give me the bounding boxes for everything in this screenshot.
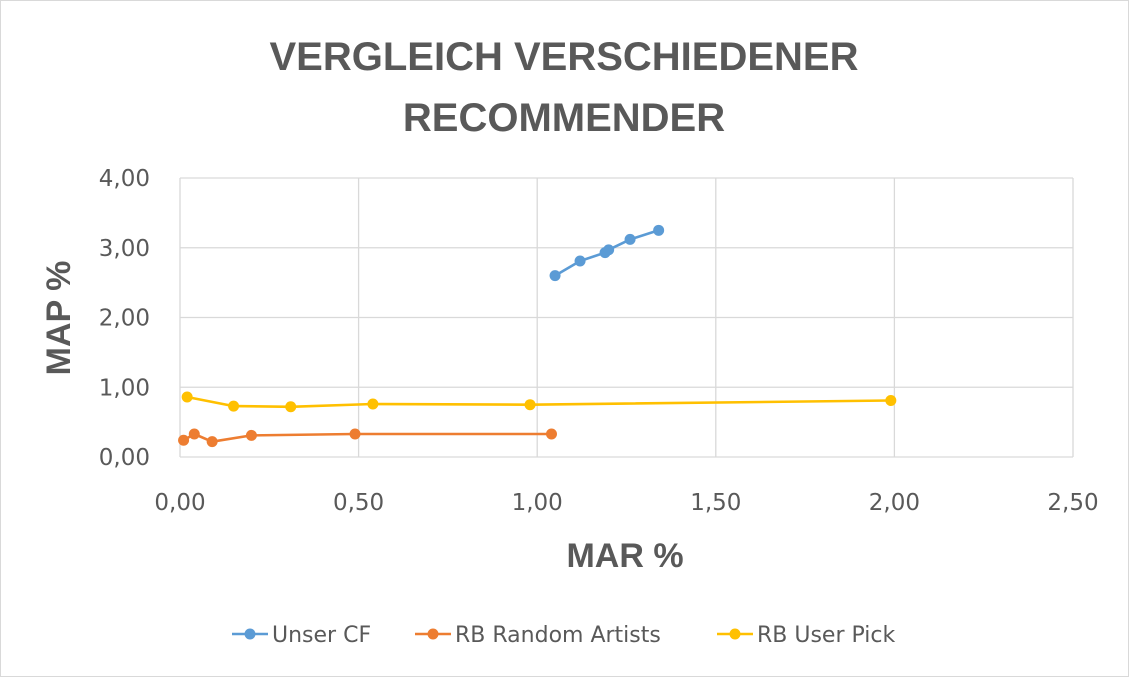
data-point (603, 244, 615, 256)
data-point (228, 400, 240, 412)
data-point (524, 399, 536, 411)
x-tick-label: 0,50 (333, 490, 384, 516)
data-point (285, 401, 297, 413)
data-point (181, 391, 193, 403)
legend-label: Unser CF (272, 623, 371, 648)
x-tick-label: 2,00 (869, 490, 920, 516)
y-tick-label: 4,00 (99, 166, 150, 192)
legend: Unser CF RB Random Artists RB User Pick (232, 623, 896, 648)
data-point (188, 428, 200, 440)
x-tick-label: 1,00 (512, 490, 563, 516)
y-tick-label: 0,00 (99, 445, 150, 471)
legend-marker (244, 628, 256, 640)
data-point (624, 233, 636, 245)
legend-label: RB User Pick (757, 623, 896, 648)
legend-item: RB Random Artists (415, 623, 661, 648)
y-tick-labels: 0,00 1,00 2,00 3,00 4,00 (99, 166, 150, 471)
data-point (245, 429, 257, 441)
legend-item: Unser CF (232, 623, 371, 648)
chart-title-line-2: RECOMMENDER (403, 96, 725, 140)
data-point (178, 434, 190, 446)
legend-marker (427, 628, 439, 640)
y-axis-title: MAP % (40, 261, 78, 376)
legend-item: RB User Pick (717, 623, 896, 648)
y-tick-label: 3,00 (99, 236, 150, 262)
series-layer (178, 224, 897, 448)
x-axis-title: MAR % (566, 537, 683, 575)
series-group (549, 224, 665, 282)
y-tick-label: 1,00 (99, 375, 150, 401)
data-point (367, 398, 379, 410)
chart-title-line-1: VERGLEICH VERSCHIEDENER (270, 35, 859, 79)
x-tick-labels: 0,00 0,50 1,00 1,50 2,00 2,50 (154, 490, 1098, 516)
data-point (885, 395, 897, 407)
data-point (349, 428, 361, 440)
data-point (574, 255, 586, 267)
series-line (182, 432, 552, 444)
data-point (206, 436, 218, 448)
gridlines (179, 177, 1074, 458)
data-point (549, 270, 561, 282)
series-group (178, 428, 557, 448)
x-tick-label: 2,50 (1047, 490, 1098, 516)
x-tick-label: 1,50 (690, 490, 741, 516)
series-line (186, 395, 891, 409)
data-point (545, 428, 557, 440)
y-tick-label: 2,00 (99, 306, 150, 332)
x-tick-label: 0,00 (154, 490, 205, 516)
series-group (181, 391, 897, 413)
legend-marker (729, 628, 741, 640)
legend-label: RB Random Artists (455, 623, 661, 648)
data-point (653, 224, 665, 236)
